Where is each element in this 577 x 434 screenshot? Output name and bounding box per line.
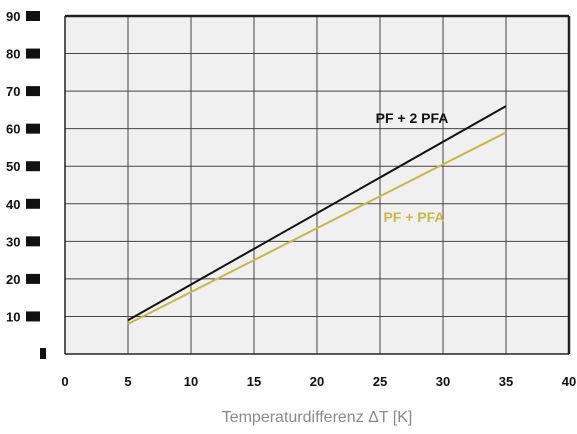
x-tick-label-15: 15: [247, 374, 261, 389]
y-tick-mark-30: [26, 236, 40, 247]
x-tick-label-25: 25: [373, 374, 387, 389]
x-axis-label: Temperaturdifferenz ΔT [K]: [222, 409, 413, 426]
series-label-2: PF + PFA: [383, 209, 444, 225]
series-label-1: PF + 2 PFA: [376, 110, 449, 126]
y-tick-label-60: 60: [6, 122, 20, 137]
y-tick-label-10: 10: [6, 309, 20, 324]
grid: [65, 16, 569, 354]
x-axis-ticks: 0 5 10 15 20 25 30 35 40: [61, 374, 576, 389]
series-group: PF + 2 PFA PF + PFA: [127, 105, 507, 325]
plot-frame: [64, 14, 571, 355]
y-tick-label-90: 90: [6, 9, 20, 24]
series-line-2: [127, 131, 507, 325]
series-line-1: [127, 105, 507, 322]
y-tick-label-40: 40: [6, 197, 20, 212]
y-tick-mark-10: [26, 311, 40, 322]
x-tick-label-20: 20: [310, 374, 324, 389]
y-tick-mark-60: [26, 123, 40, 134]
y-tick-mark-90: [26, 11, 40, 21]
y-tick-label-30: 30: [6, 234, 20, 249]
y-tick-mark-70: [26, 86, 40, 97]
y-tick-label-0: [40, 348, 46, 359]
x-tick-label-0: 0: [61, 374, 68, 389]
y-tick-mark-50: [26, 161, 40, 172]
y-tick-label-20: 20: [6, 272, 20, 287]
x-tick-label-35: 35: [499, 374, 513, 389]
y-tick-label-50: 50: [6, 159, 20, 174]
x-tick-label-5: 5: [124, 374, 131, 389]
y-tick-mark-80: [26, 48, 40, 59]
x-tick-label-40: 40: [562, 374, 576, 389]
y-tick-mark-40: [26, 198, 40, 209]
x-tick-label-30: 30: [436, 374, 450, 389]
y-tick-mark-20: [26, 273, 40, 284]
y-tick-label-80: 80: [6, 47, 20, 62]
y-tick-label-70: 70: [6, 84, 20, 99]
y-axis-ticks: 10 20 30 40 50 60 70 80 90: [6, 9, 46, 359]
x-tick-label-10: 10: [184, 374, 198, 389]
